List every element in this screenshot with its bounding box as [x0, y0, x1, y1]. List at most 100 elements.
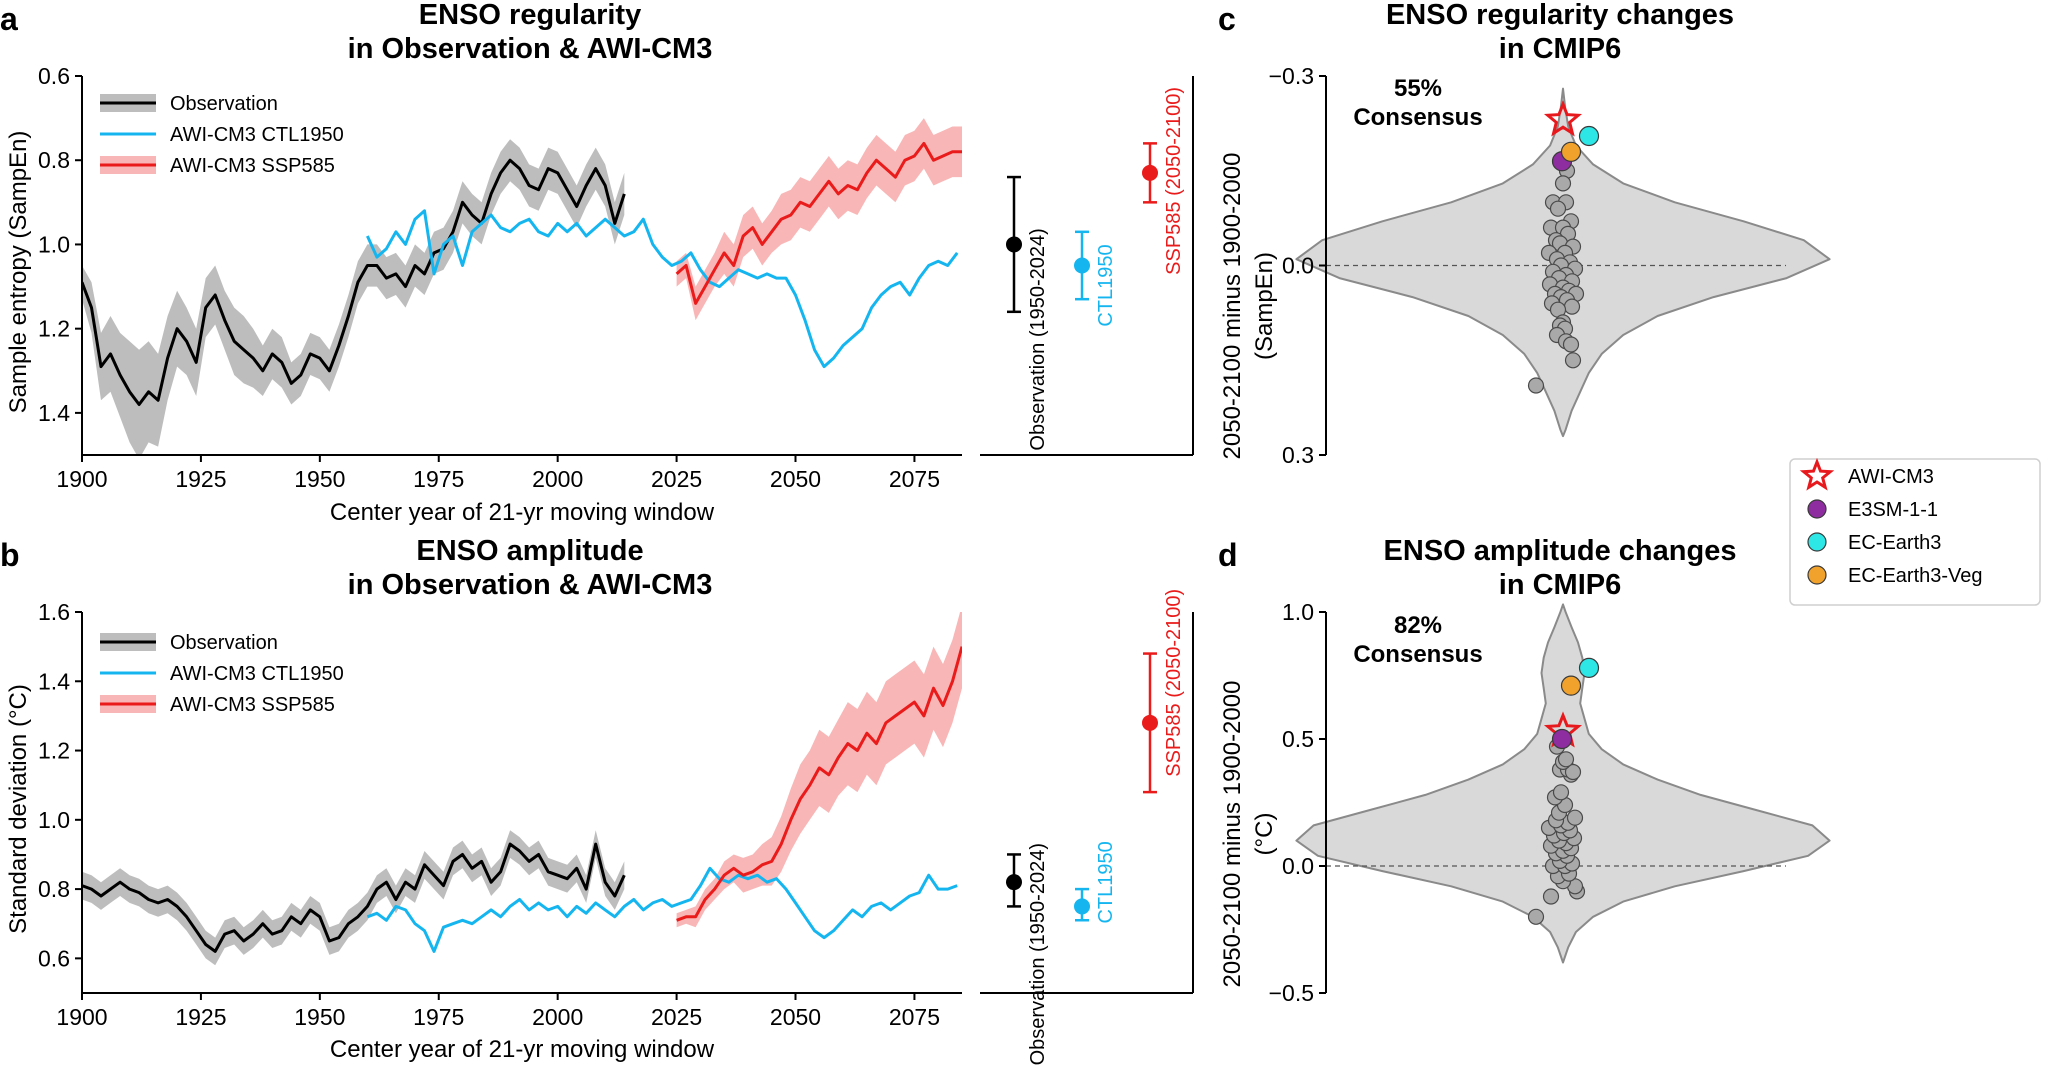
- panel-b-title-line-2: in Observation & AWI-CM3: [348, 569, 713, 601]
- model-legend-label: EC-Earth3: [1848, 532, 1941, 554]
- side-mean-point: [1142, 714, 1158, 731]
- model-point: [1549, 200, 1567, 217]
- legend-label: Observation: [170, 632, 278, 654]
- y-tick-label: 1.6: [38, 599, 70, 625]
- observation-line: [82, 158, 626, 406]
- side-point-label: SSP585 (2050-2100): [1163, 87, 1185, 275]
- violin-shape: [1295, 603, 1831, 964]
- awi-cm3-star-marker: [1543, 100, 1583, 137]
- series-band-observation: [82, 830, 625, 966]
- model-point: [1563, 298, 1581, 315]
- panel-a-y-axis-label: Sample entropy (SampEn): [5, 131, 32, 414]
- panel-c: c ENSO regularity changes in CMIP6 −0.3 0…: [1218, 0, 1831, 468]
- x-tick-label: 1925: [175, 1004, 226, 1030]
- panel-a-side-ylabel-line-2: (SampEn): [1251, 252, 1278, 360]
- x-tick-label: 2000: [532, 1004, 583, 1030]
- ctl1950-line: [366, 209, 959, 369]
- y-tick-label: 1.4: [38, 400, 70, 426]
- model-legend-label: AWI-CM3: [1848, 466, 1934, 488]
- side-mean-point: [1074, 257, 1090, 274]
- side-mean-point: [1006, 236, 1022, 253]
- panel-d-title-line-2: in CMIP6: [1499, 569, 1621, 601]
- model-legend-label: EC-Earth3-Veg: [1848, 565, 1983, 587]
- side-mean-point: [1142, 164, 1158, 181]
- x-tick-label: 1925: [175, 466, 226, 492]
- panel-b-legend: Observation AWI-CM3 CTL1950 AWI-CM3 SSP585: [100, 632, 344, 716]
- x-tick-label: 2025: [651, 466, 702, 492]
- panel-b-side-panel: Observation (1950-2024) CTL1950 SSP585 (20…: [980, 589, 1194, 1065]
- model-point: [1527, 908, 1545, 925]
- model-legend: AWI-CM3 E3SM-1-1 EC-Earth3 EC-Earth3-Veg: [1789, 457, 2041, 606]
- legend-circle-marker: [1807, 499, 1827, 519]
- model-point: [1557, 751, 1575, 768]
- y-tick-label: 1.4: [38, 668, 70, 694]
- panel-b-x-axis-label: Center year of 21-yr moving window: [330, 1036, 715, 1063]
- panel-d-title-line-1: ENSO amplitude changes: [1384, 535, 1737, 567]
- panel-a-side-ylabel-line-1: 2050-2100 minus 1900-2000: [1219, 153, 1246, 460]
- y-tick-label: 0.0: [1282, 853, 1314, 879]
- x-tick-label: 2025: [651, 1004, 702, 1030]
- panel-d-plot-area: −0.5 0.0 0.5 1.0: [1269, 599, 1831, 1006]
- legend-label: AWI-CM3 SSP585: [170, 155, 335, 177]
- x-tick-label: 1900: [56, 1004, 107, 1030]
- panel-b-y-axis-label: Standard deviation (°C): [5, 684, 32, 934]
- series-band-ssp585: [676, 118, 962, 321]
- model-point: [1564, 763, 1582, 781]
- panel-d-consensus-label: Consensus: [1353, 641, 1482, 668]
- observation-line: [82, 842, 626, 953]
- y-tick-label: 0.5: [1282, 726, 1314, 752]
- panel-b-side-ylabel-line-2: (°C): [1251, 813, 1278, 856]
- legend-label: AWI-CM3 CTL1950: [170, 124, 344, 146]
- model-legend-label: E3SM-1-1: [1848, 499, 1938, 521]
- panel-b-title-line-1: ENSO amplitude: [416, 535, 643, 567]
- model-point: [1564, 352, 1582, 369]
- x-tick-label: 2050: [770, 466, 821, 492]
- panel-d: d ENSO amplitude changes in CMIP6 −0.5 0.…: [1218, 535, 1831, 1006]
- y-tick-label: 0.6: [38, 63, 70, 89]
- y-tick-label: 1.0: [1282, 599, 1314, 625]
- legend-label: AWI-CM3 SSP585: [170, 694, 335, 716]
- x-tick-label: 1975: [413, 466, 464, 492]
- panel-b-letter: b: [0, 537, 20, 573]
- model-point: [1554, 175, 1572, 192]
- x-tick-label: 1975: [413, 1004, 464, 1030]
- legend-label: Observation: [170, 93, 278, 115]
- legend-star-marker: [1799, 457, 1835, 491]
- side-mean-point: [1074, 898, 1090, 915]
- panel-b-side-ylabel-line-1: 2050-2100 minus 1900-2000: [1219, 681, 1246, 988]
- panel-a-legend: Observation AWI-CM3 CTL1950 AWI-CM3 SSP585: [100, 93, 344, 177]
- x-tick-label: 2050: [770, 1004, 821, 1030]
- panel-c-title-line-1: ENSO regularity changes: [1386, 0, 1734, 31]
- model-point: [1527, 377, 1545, 394]
- ctl1950-line: [366, 866, 958, 953]
- panel-d-consensus-percent: 82%: [1394, 612, 1442, 639]
- panel-c-letter: c: [1218, 1, 1236, 37]
- y-tick-label: 0.0: [1282, 253, 1314, 279]
- panel-a-side-panel: Observation (1950-2024) CTL1950 SSP585 (20…: [980, 76, 1194, 456]
- y-tick-label: 1.2: [38, 316, 70, 342]
- plot-series-group: [82, 118, 962, 455]
- panel-a: a ENSO regularity in Observation & AWI-C…: [0, 0, 1278, 526]
- ssp585-line: [676, 646, 962, 922]
- model-legend-box: [1789, 458, 2041, 606]
- x-tick-label: 1950: [294, 1004, 345, 1030]
- panel-c-consensus-percent: 55%: [1394, 75, 1442, 102]
- x-tick-label: 2075: [889, 466, 940, 492]
- y-tick-label: 1.0: [38, 807, 70, 833]
- ssp585-line: [675, 141, 962, 305]
- panel-c-title-line-2: in CMIP6: [1499, 33, 1621, 65]
- x-tick-label: 2075: [889, 1004, 940, 1030]
- x-tick-label: 1900: [56, 466, 107, 492]
- side-mean-point: [1006, 874, 1022, 891]
- y-tick-label: 1.0: [38, 231, 70, 257]
- model-point: [1566, 809, 1584, 826]
- model-point: [1542, 888, 1560, 905]
- panel-a-letter: a: [0, 1, 18, 37]
- y-tick-label: −0.3: [1269, 63, 1314, 89]
- y-tick-label: 0.3: [1282, 442, 1314, 468]
- side-point-label: Observation (1950-2024): [1027, 843, 1049, 1065]
- y-tick-label: 0.6: [38, 945, 70, 971]
- panel-c-consensus-label: Consensus: [1353, 104, 1482, 131]
- legend-circle-marker: [1807, 532, 1827, 552]
